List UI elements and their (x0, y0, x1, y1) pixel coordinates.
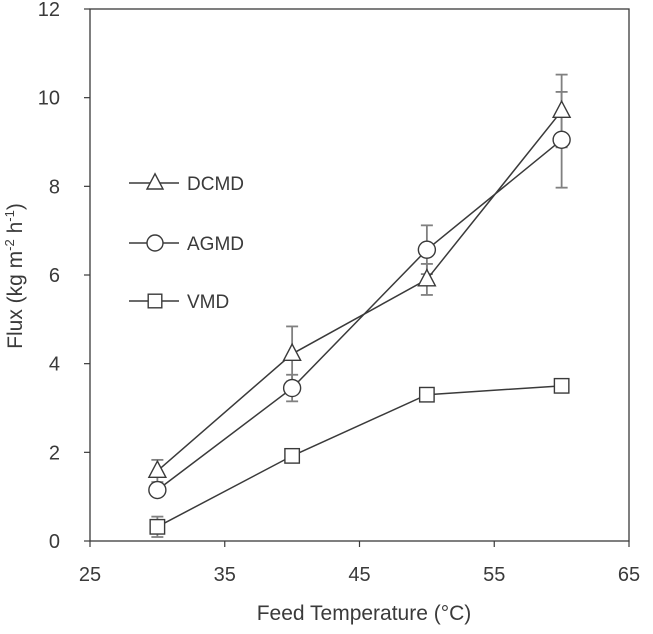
y-tick-label: 10 (38, 88, 60, 110)
legend-dcmd-label: DCMD (187, 174, 244, 195)
x-tick-label: 25 (79, 564, 101, 586)
y-axis-title-mid: h (4, 222, 27, 240)
y-axis-title: Flux (kg m-2 h-1) (2, 203, 27, 349)
y-tick-label: 4 (49, 354, 60, 376)
agmd-data-point (552, 130, 571, 149)
vmd-data-point (418, 386, 435, 403)
vmd-data-point (149, 518, 166, 535)
y-tick-label: 6 (49, 265, 60, 287)
agmd-data-point (148, 480, 167, 500)
agmd-series-line (156, 139, 563, 491)
series-lines-layer (156, 110, 563, 528)
dcmd-data-point (551, 99, 572, 119)
legend-agmd-marker (146, 234, 164, 252)
x-tick-label: 35 (214, 564, 236, 586)
y-axis-title-sup1: -2 (2, 239, 17, 251)
axis-ticks-layer: 25 35 45 55 65 0 2 4 6 8 10 12 (38, 0, 640, 586)
y-tick-label: 0 (49, 531, 60, 553)
dcmd-data-point (417, 268, 437, 287)
y-tick-label: 8 (49, 176, 60, 198)
y-axis-title-sup2: -1 (2, 210, 17, 222)
agmd-data-point (417, 240, 437, 259)
agmd-data-point (282, 378, 302, 398)
legend-vmd-marker (147, 293, 163, 309)
legend-dcmd-marker (145, 172, 165, 190)
dcmd-data-point (282, 342, 302, 361)
vmd-data-point (284, 447, 301, 464)
x-tick-label: 45 (348, 564, 370, 586)
x-tick-label: 65 (618, 564, 640, 586)
data-markers-layer (147, 99, 572, 535)
y-axis-title-prefix: Flux (kg m (4, 251, 27, 349)
legend-agmd-label: AGMD (187, 234, 244, 255)
vmd-series-line (157, 385, 562, 528)
x-tick-label: 55 (483, 564, 505, 586)
legend: DCMD AGMD VMD (129, 172, 244, 313)
x-axis-title: Feed Temperature (°C) (257, 602, 472, 625)
dcmd-data-point (147, 459, 168, 479)
vmd-data-point (553, 377, 570, 394)
y-tick-label: 12 (38, 0, 60, 21)
legend-vmd-label: VMD (187, 292, 229, 313)
y-tick-label: 2 (49, 442, 60, 464)
y-axis-title-suffix: ) (4, 203, 27, 210)
